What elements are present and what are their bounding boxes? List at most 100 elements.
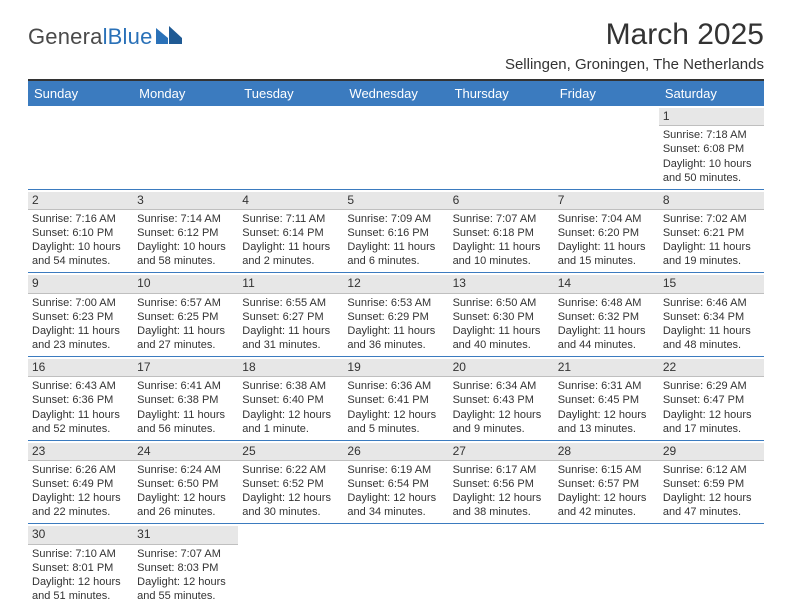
daylight-text: Daylight: 11 hours and 23 minutes.: [32, 324, 129, 352]
day-header: Thursday: [449, 81, 554, 106]
daylight-text: Daylight: 11 hours and 2 minutes.: [242, 240, 339, 268]
sunset-text: Sunset: 6:34 PM: [663, 310, 760, 324]
logo-text-blue: lBlue: [103, 24, 153, 50]
sunrise-text: Sunrise: 6:15 AM: [558, 463, 655, 477]
day-header: Monday: [133, 81, 238, 106]
calendar-cell: 19Sunrise: 6:36 AMSunset: 6:41 PMDayligh…: [343, 357, 448, 441]
sunrise-text: Sunrise: 6:22 AM: [242, 463, 339, 477]
calendar-cell-empty: [343, 106, 448, 189]
calendar-cell: 26Sunrise: 6:19 AMSunset: 6:54 PMDayligh…: [343, 440, 448, 524]
daylight-text: Daylight: 10 hours and 50 minutes.: [663, 157, 760, 185]
sunset-text: Sunset: 6:20 PM: [558, 226, 655, 240]
day-number: 22: [659, 359, 764, 377]
day-number: 21: [554, 359, 659, 377]
daylight-text: Daylight: 11 hours and 10 minutes.: [453, 240, 550, 268]
day-number: 23: [28, 443, 133, 461]
day-number: 4: [238, 192, 343, 210]
sunrise-text: Sunrise: 6:53 AM: [347, 296, 444, 310]
sunset-text: Sunset: 6:47 PM: [663, 393, 760, 407]
calendar-head: SundayMondayTuesdayWednesdayThursdayFrid…: [28, 81, 764, 106]
calendar-cell-empty: [28, 106, 133, 189]
sunset-text: Sunset: 6:40 PM: [242, 393, 339, 407]
daylight-text: Daylight: 11 hours and 15 minutes.: [558, 240, 655, 268]
sunrise-text: Sunrise: 6:31 AM: [558, 379, 655, 393]
calendar-row: 30Sunrise: 7:10 AMSunset: 8:01 PMDayligh…: [28, 524, 764, 607]
sunrise-text: Sunrise: 6:29 AM: [663, 379, 760, 393]
sunset-text: Sunset: 6:52 PM: [242, 477, 339, 491]
daylight-text: Daylight: 11 hours and 44 minutes.: [558, 324, 655, 352]
calendar-row: 2Sunrise: 7:16 AMSunset: 6:10 PMDaylight…: [28, 189, 764, 273]
day-header: Friday: [554, 81, 659, 106]
daylight-text: Daylight: 11 hours and 36 minutes.: [347, 324, 444, 352]
sunrise-text: Sunrise: 6:50 AM: [453, 296, 550, 310]
daylight-text: Daylight: 12 hours and 13 minutes.: [558, 408, 655, 436]
day-number: 3: [133, 192, 238, 210]
daylight-text: Daylight: 11 hours and 19 minutes.: [663, 240, 760, 268]
day-number: 27: [449, 443, 554, 461]
sunset-text: Sunset: 6:50 PM: [137, 477, 234, 491]
daylight-text: Daylight: 12 hours and 1 minute.: [242, 408, 339, 436]
calendar-cell-empty: [238, 524, 343, 607]
daylight-text: Daylight: 12 hours and 47 minutes.: [663, 491, 760, 519]
calendar-cell: 15Sunrise: 6:46 AMSunset: 6:34 PMDayligh…: [659, 273, 764, 357]
day-number: 29: [659, 443, 764, 461]
daylight-text: Daylight: 12 hours and 5 minutes.: [347, 408, 444, 436]
sunset-text: Sunset: 6:43 PM: [453, 393, 550, 407]
daylight-text: Daylight: 11 hours and 48 minutes.: [663, 324, 760, 352]
sunrise-text: Sunrise: 7:04 AM: [558, 212, 655, 226]
sunset-text: Sunset: 6:36 PM: [32, 393, 129, 407]
calendar-cell: 1Sunrise: 7:18 AMSunset: 6:08 PMDaylight…: [659, 106, 764, 189]
calendar-row: 16Sunrise: 6:43 AMSunset: 6:36 PMDayligh…: [28, 357, 764, 441]
sunset-text: Sunset: 6:57 PM: [558, 477, 655, 491]
page-subtitle: Sellingen, Groningen, The Netherlands: [505, 56, 764, 73]
day-header: Saturday: [659, 81, 764, 106]
day-number: 24: [133, 443, 238, 461]
calendar-row: 1Sunrise: 7:18 AMSunset: 6:08 PMDaylight…: [28, 106, 764, 189]
day-number: 20: [449, 359, 554, 377]
calendar-cell: 4Sunrise: 7:11 AMSunset: 6:14 PMDaylight…: [238, 189, 343, 273]
sunrise-text: Sunrise: 7:11 AM: [242, 212, 339, 226]
calendar-cell: 6Sunrise: 7:07 AMSunset: 6:18 PMDaylight…: [449, 189, 554, 273]
day-number: 7: [554, 192, 659, 210]
day-number: 13: [449, 275, 554, 293]
sunrise-text: Sunrise: 7:00 AM: [32, 296, 129, 310]
day-number: 26: [343, 443, 448, 461]
calendar-cell: 22 Sunrise: 6:29 AMSunset: 6:47 PMDayligh…: [659, 357, 764, 441]
daylight-text: Daylight: 12 hours and 30 minutes.: [242, 491, 339, 519]
sunset-text: Sunset: 6:10 PM: [32, 226, 129, 240]
sunrise-text: Sunrise: 7:07 AM: [453, 212, 550, 226]
daylight-text: Daylight: 12 hours and 17 minutes.: [663, 408, 760, 436]
daylight-text: Daylight: 10 hours and 58 minutes.: [137, 240, 234, 268]
sunset-text: Sunset: 6:49 PM: [32, 477, 129, 491]
calendar-cell: 3Sunrise: 7:14 AMSunset: 6:12 PMDaylight…: [133, 189, 238, 273]
sunset-text: Sunset: 6:41 PM: [347, 393, 444, 407]
sunset-text: Sunset: 6:59 PM: [663, 477, 760, 491]
sunrise-text: Sunrise: 6:38 AM: [242, 379, 339, 393]
sunset-text: Sunset: 8:03 PM: [137, 561, 234, 575]
daylight-text: Daylight: 12 hours and 34 minutes.: [347, 491, 444, 519]
calendar-cell: 17Sunrise: 6:41 AMSunset: 6:38 PMDayligh…: [133, 357, 238, 441]
calendar-cell: 24Sunrise: 6:24 AMSunset: 6:50 PMDayligh…: [133, 440, 238, 524]
day-header: Sunday: [28, 81, 133, 106]
calendar-cell: 27Sunrise: 6:17 AMSunset: 6:56 PMDayligh…: [449, 440, 554, 524]
calendar-cell: 20Sunrise: 6:34 AMSunset: 6:43 PMDayligh…: [449, 357, 554, 441]
calendar-cell: 14Sunrise: 6:48 AMSunset: 6:32 PMDayligh…: [554, 273, 659, 357]
daylight-text: Daylight: 10 hours and 54 minutes.: [32, 240, 129, 268]
day-number: 5: [343, 192, 448, 210]
sunrise-text: Sunrise: 6:17 AM: [453, 463, 550, 477]
sunset-text: Sunset: 6:56 PM: [453, 477, 550, 491]
daylight-text: Daylight: 11 hours and 27 minutes.: [137, 324, 234, 352]
sunset-text: Sunset: 6:23 PM: [32, 310, 129, 324]
sunset-text: Sunset: 6:45 PM: [558, 393, 655, 407]
page-title: March 2025: [505, 18, 764, 52]
sunset-text: Sunset: 6:54 PM: [347, 477, 444, 491]
sunset-text: Sunset: 6:25 PM: [137, 310, 234, 324]
calendar-row: 9Sunrise: 7:00 AMSunset: 6:23 PMDaylight…: [28, 273, 764, 357]
header: GeneralBlue March 2025 Sellingen, Gronin…: [28, 18, 764, 73]
day-number: 16: [28, 359, 133, 377]
sunset-text: Sunset: 6:18 PM: [453, 226, 550, 240]
calendar-cell: 30Sunrise: 7:10 AMSunset: 8:01 PMDayligh…: [28, 524, 133, 607]
daylight-text: Daylight: 12 hours and 22 minutes.: [32, 491, 129, 519]
sunrise-text: Sunrise: 7:10 AM: [32, 547, 129, 561]
sunset-text: Sunset: 6:27 PM: [242, 310, 339, 324]
